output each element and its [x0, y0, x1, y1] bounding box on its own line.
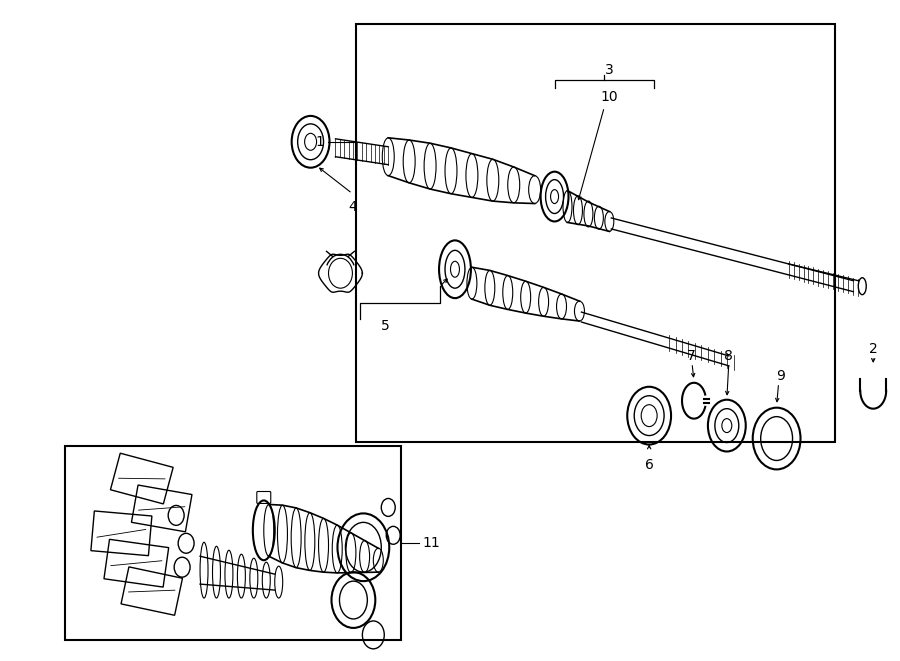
- Text: 5: 5: [381, 319, 390, 333]
- Text: 2: 2: [868, 342, 878, 356]
- Bar: [356, 24, 835, 442]
- Text: 6: 6: [644, 459, 653, 473]
- Ellipse shape: [541, 172, 569, 221]
- Text: 10: 10: [600, 90, 618, 104]
- Text: 11: 11: [423, 536, 440, 550]
- Text: 9: 9: [776, 369, 785, 383]
- Text: 7: 7: [687, 349, 696, 363]
- Text: 3: 3: [605, 63, 614, 77]
- Text: 4: 4: [348, 200, 356, 214]
- Ellipse shape: [859, 278, 866, 295]
- Bar: [65, 446, 400, 640]
- Ellipse shape: [439, 241, 471, 298]
- Text: 1: 1: [315, 135, 324, 149]
- Text: 8: 8: [724, 349, 733, 363]
